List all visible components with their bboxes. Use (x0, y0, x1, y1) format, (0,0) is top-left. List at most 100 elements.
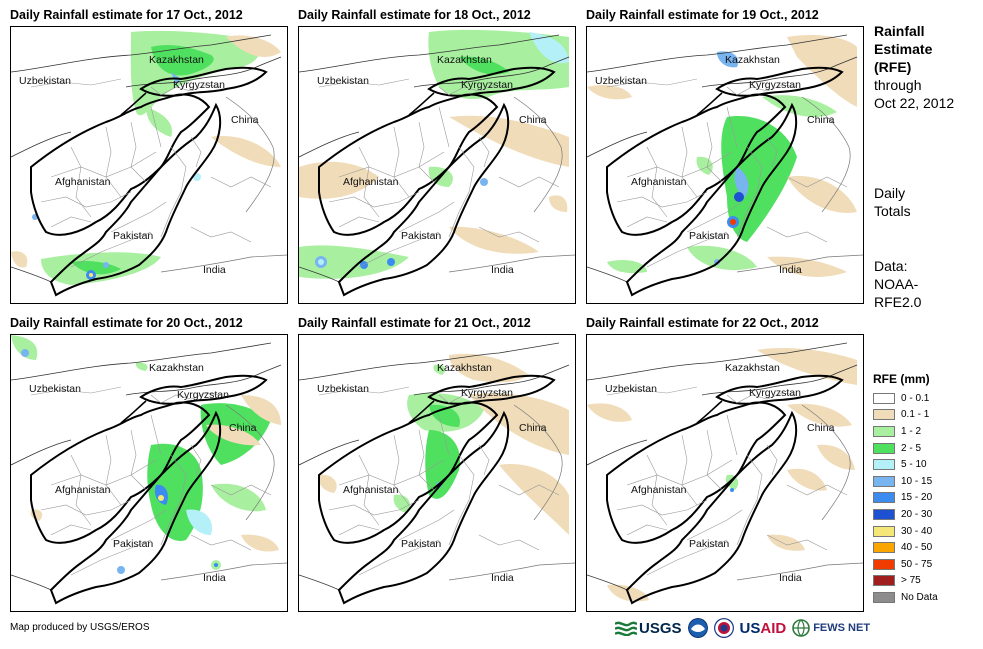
legend-entry: No Data (873, 589, 968, 606)
side-title-line5: Oct 22, 2012 (874, 95, 955, 111)
side-title-line1: Rainfall (874, 23, 925, 39)
legend-label: > 75 (901, 575, 921, 587)
legend-swatch (873, 475, 895, 487)
legend-swatch (873, 492, 895, 504)
label-afghanistan: Afghanistan (631, 176, 687, 188)
legend-swatch (873, 558, 895, 570)
usgs-wave-icon (615, 621, 637, 636)
legend-swatch (873, 508, 895, 520)
usgs-logo: USGS (615, 620, 682, 637)
panel-oct-22: Daily Rainfall estimate for 22 Oct., 201… (586, 316, 876, 616)
legend-rows: 0 - 0.1 0.1 - 1 1 - 2 2 - 5 5 - 10 10 - 15 15 … (873, 390, 968, 606)
panel-oct-20: Daily Rainfall estimate for 20 Oct., 201… (10, 316, 300, 616)
legend-label: 0.1 - 1 (901, 409, 930, 421)
legend-swatch (873, 459, 895, 471)
panel-oct-19: Daily Rainfall estimate for 19 Oct., 201… (586, 8, 876, 308)
data-line2: NOAA- (874, 276, 919, 292)
footer-credit: Map produced by USGS/EROS (10, 622, 150, 633)
fews-logo: FEWS NET (792, 619, 870, 637)
nws-icon (713, 618, 734, 638)
rainfall-map: Kazakhstan Uzbekistan Kyrgyzstan China A… (10, 26, 288, 304)
legend-label: 2 - 5 (901, 442, 922, 454)
map-svg: Kazakhstan Uzbekistan Kyrgyzstan China A… (11, 335, 287, 604)
globe-icon (792, 619, 811, 637)
label-kyrgyzstan: Kyrgyzstan (461, 79, 513, 91)
panel-title: Daily Rainfall estimate for 20 Oct., 201… (10, 316, 243, 330)
panel-title: Daily Rainfall estimate for 17 Oct., 201… (10, 8, 243, 22)
legend: RFE (mm) 0 - 0.1 0.1 - 1 1 - 2 2 - 5 5 - 10 1… (873, 372, 968, 606)
label-uzbekistan: Uzbekistan (317, 383, 369, 395)
label-kyrgyzstan: Kyrgyzstan (177, 389, 229, 401)
label-afghanistan: Afghanistan (631, 484, 687, 496)
legend-entry: 20 - 30 (873, 506, 968, 523)
legend-entry: 1 - 2 (873, 423, 968, 440)
usaid-logo: USAID (740, 620, 787, 637)
rainfall-map: Kazakhstan Uzbekistan Kyrgyzstan China A… (10, 334, 288, 612)
legend-entry: 50 - 75 (873, 556, 968, 573)
rainfall-map: Kazakhstan Uzbekistan Kyrgyzstan China A… (586, 26, 864, 304)
legend-entry: 40 - 50 (873, 539, 968, 556)
map-svg: Kazakhstan Uzbekistan Kyrgyzstan China A… (587, 34, 863, 296)
label-afghanistan: Afghanistan (55, 484, 111, 496)
legend-label: 15 - 20 (901, 492, 933, 504)
usaid-us-text: US (739, 619, 761, 637)
rainfall-overlay (299, 29, 569, 279)
label-china: China (229, 422, 257, 434)
rainfall-map: Kazakhstan Uzbekistan Kyrgyzstan China A… (586, 334, 864, 612)
noaa-icon (687, 618, 708, 638)
daily-line1: Daily (874, 185, 906, 201)
daily-line2: Totals (874, 203, 911, 219)
label-pakistan: Pakistan (113, 230, 153, 242)
label-india: India (491, 264, 514, 276)
map-svg: Kazakhstan Uzbekistan Kyrgyzstan China A… (299, 342, 575, 604)
label-pakistan: Pakistan (689, 538, 729, 550)
label-uzbekistan: Uzbekistan (317, 75, 369, 87)
legend-swatch (873, 442, 895, 454)
panel-oct-21: Daily Rainfall estimate for 21 Oct., 201… (298, 316, 588, 616)
legend-entry: 0 - 0.1 (873, 390, 968, 407)
panel-title: Daily Rainfall estimate for 19 Oct., 201… (586, 8, 819, 22)
label-pakistan: Pakistan (401, 230, 441, 242)
label-kyrgyzstan: Kyrgyzstan (173, 79, 225, 91)
label-kazakhstan: Kazakhstan (149, 362, 204, 374)
legend-entry: 5 - 10 (873, 456, 968, 473)
label-uzbekistan: Uzbekistan (29, 383, 81, 395)
legend-label: 20 - 30 (901, 508, 933, 520)
map-svg: Kazakhstan Uzbekistan Kyrgyzstan China A… (587, 342, 863, 604)
side-title: Rainfall Estimate (RFE) through Oct 22, … (874, 22, 954, 112)
label-india: India (779, 572, 802, 584)
label-china: China (519, 114, 547, 126)
panel-title: Daily Rainfall estimate for 21 Oct., 201… (298, 316, 531, 330)
label-afghanistan: Afghanistan (343, 176, 399, 188)
label-uzbekistan: Uzbekistan (605, 383, 657, 395)
rainfall-map: Kazakhstan Uzbekistan Kyrgyzstan China A… (298, 334, 576, 612)
label-india: India (203, 264, 226, 276)
legend-entry: > 75 (873, 573, 968, 590)
label-china: China (807, 114, 835, 126)
label-kazakhstan: Kazakhstan (149, 54, 204, 66)
legend-label: 30 - 40 (901, 525, 933, 537)
label-afghanistan: Afghanistan (343, 484, 399, 496)
label-pakistan: Pakistan (689, 230, 729, 242)
legend-swatch (873, 409, 895, 421)
legend-swatch (873, 525, 895, 537)
label-kazakhstan: Kazakhstan (437, 362, 492, 374)
legend-label: 50 - 75 (901, 558, 933, 570)
label-china: China (519, 422, 547, 434)
legend-entry: 2 - 5 (873, 440, 968, 457)
rainfall-overlay (587, 348, 857, 602)
panel-title: Daily Rainfall estimate for 18 Oct., 201… (298, 8, 531, 22)
map-svg: Kazakhstan Uzbekistan Kyrgyzstan China A… (11, 30, 287, 296)
label-kyrgyzstan: Kyrgyzstan (749, 387, 801, 399)
legend-label: 10 - 15 (901, 475, 933, 487)
legend-title: RFE (mm) (873, 372, 930, 386)
legend-entry: 10 - 15 (873, 473, 968, 490)
label-pakistan: Pakistan (401, 538, 441, 550)
panel-title: Daily Rainfall estimate for 22 Oct., 201… (586, 316, 819, 330)
label-uzbekistan: Uzbekistan (19, 75, 71, 87)
label-kyrgyzstan: Kyrgyzstan (749, 79, 801, 91)
label-kazakhstan: Kazakhstan (725, 362, 780, 374)
label-kyrgyzstan: Kyrgyzstan (461, 387, 513, 399)
data-line3: RFE2.0 (874, 294, 922, 310)
side-title-line3: (RFE) (874, 59, 912, 75)
